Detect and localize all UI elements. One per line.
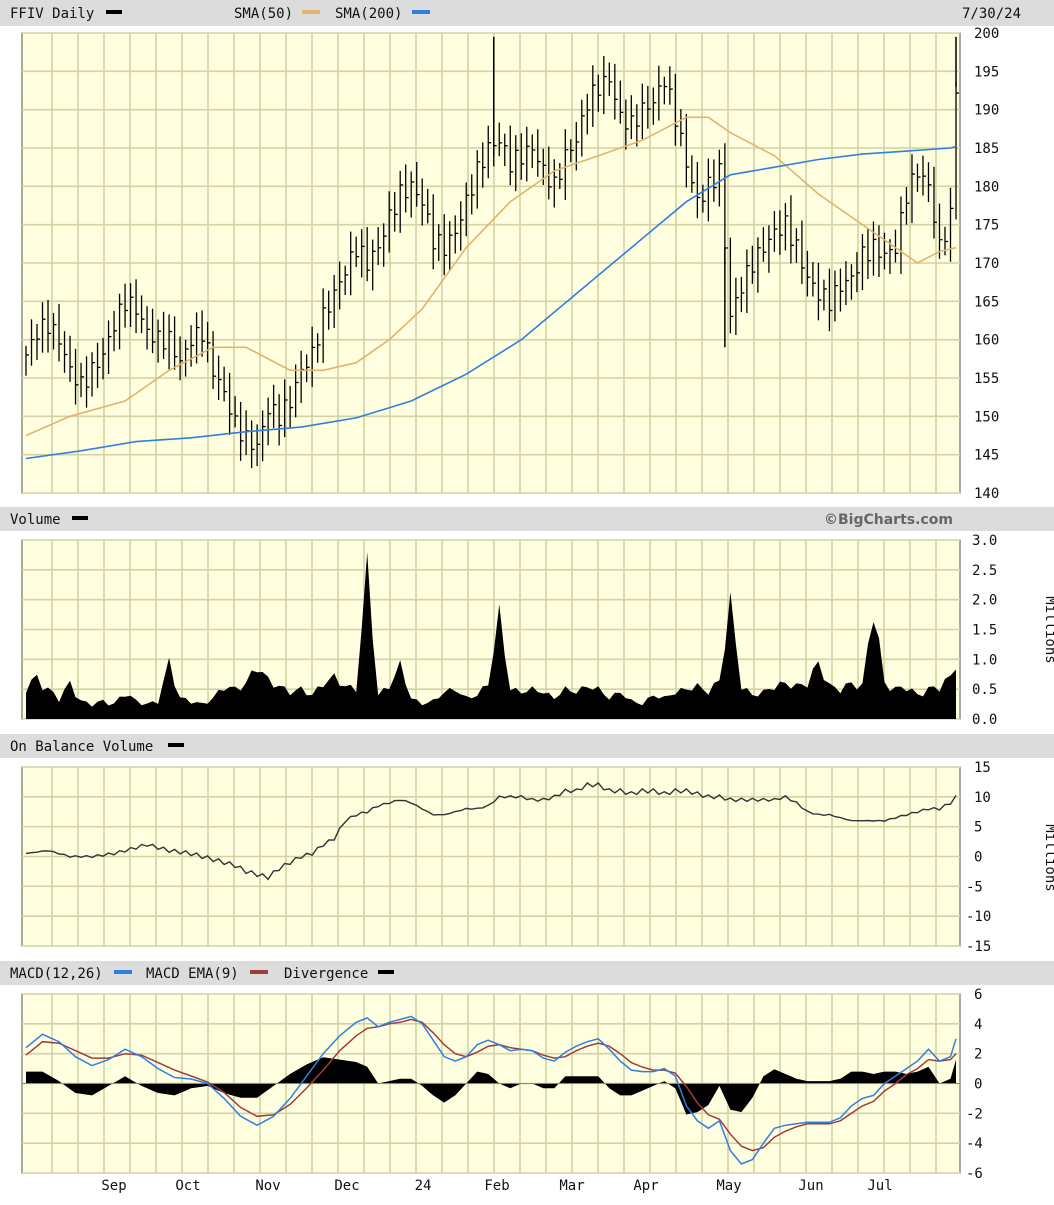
- obv-ytick-3: 0: [974, 850, 982, 866]
- volume-area: [26, 552, 956, 719]
- x-label-8: May: [716, 1178, 741, 1194]
- price-ytick-12: 200: [974, 26, 999, 42]
- price-ytick-8: 180: [974, 179, 999, 195]
- sma50-line: [25, 116, 957, 437]
- price-ytick-3: 155: [974, 371, 999, 387]
- vol-ytick-0: 0.0: [972, 712, 997, 728]
- obv-ytick-6: 15: [974, 760, 991, 776]
- price-ytick-0: 140: [974, 486, 999, 502]
- price-ytick-2: 150: [974, 409, 999, 425]
- vol-ytick-3: 1.5: [972, 623, 997, 639]
- obv-title: On Balance Volume: [10, 739, 153, 755]
- vol-ytick-2: 1.0: [972, 652, 997, 668]
- obv-unit-label: Millions: [1042, 824, 1054, 891]
- macd-ytick-3: 0: [974, 1077, 982, 1093]
- macd-ytick-5: 4: [974, 1017, 982, 1033]
- price-ytick-1: 145: [974, 448, 999, 464]
- macd-ytick-1: -4: [966, 1136, 983, 1152]
- x-label-7: Apr: [633, 1178, 658, 1194]
- obv-ytick-1: -10: [966, 909, 991, 925]
- price-ytick-4: 160: [974, 333, 999, 349]
- price-ytick-7: 175: [974, 218, 999, 234]
- price-ytick-10: 190: [974, 103, 999, 119]
- price-ytick-9: 185: [974, 141, 999, 157]
- x-label-2: Nov: [255, 1178, 280, 1194]
- price-series: [25, 36, 959, 469]
- sma200-label: SMA(200): [335, 6, 402, 22]
- x-label-4: 24: [415, 1178, 432, 1194]
- axis-labels: 1401451501551601651701751801851901952000…: [101, 26, 999, 1194]
- macd-ytick-6: 6: [974, 987, 982, 1003]
- obv-panel-header: [0, 734, 1054, 758]
- price-panel-header: [0, 0, 1054, 26]
- macd-line: [25, 1015, 957, 1165]
- macd-legend-label: MACD(12,26): [10, 966, 103, 982]
- vol-ytick-4: 2.0: [972, 593, 997, 609]
- volume-panel-header: [0, 507, 1054, 531]
- obv-ytick-5: 10: [974, 790, 991, 806]
- chart-date: 7/30/24: [962, 6, 1021, 22]
- divergence-histogram: [26, 1057, 956, 1115]
- obv-series: [25, 782, 957, 881]
- volume-title: Volume: [10, 512, 61, 528]
- copyright-label: ©BigCharts.com: [824, 512, 953, 528]
- price-ytick-11: 195: [974, 64, 999, 80]
- macd-series: [22, 1015, 960, 1165]
- price-ytick-5: 165: [974, 294, 999, 310]
- vol-ytick-5: 2.5: [972, 563, 997, 579]
- macd-panel-header: [0, 961, 1054, 985]
- volume-series: [26, 552, 956, 719]
- obv-line: [25, 782, 957, 881]
- x-label-3: Dec: [334, 1178, 359, 1194]
- x-label-10: Jul: [867, 1178, 892, 1194]
- volume-unit-label: Millions: [1042, 596, 1054, 663]
- price-ytick-6: 170: [974, 256, 999, 272]
- obv-ytick-0: -15: [966, 939, 991, 955]
- sma200-line: [25, 145, 957, 460]
- x-label-5: Feb: [484, 1178, 509, 1194]
- obv-ytick-2: -5: [966, 879, 983, 895]
- vol-ytick-6: 3.0: [972, 533, 997, 549]
- macd-ytick-2: -2: [966, 1106, 983, 1122]
- x-label-6: Mar: [559, 1178, 584, 1194]
- macd-ytick-4: 2: [974, 1047, 982, 1063]
- x-label-1: Oct: [175, 1178, 200, 1194]
- macd-ema-line: [25, 1018, 957, 1152]
- obv-ytick-4: 5: [974, 820, 982, 836]
- macd-ytick-0: -6: [966, 1166, 983, 1182]
- vol-ytick-1: 0.5: [972, 682, 997, 698]
- x-label-0: Sep: [101, 1178, 126, 1194]
- sma50-label: SMA(50): [234, 6, 293, 22]
- x-label-9: Jun: [798, 1178, 823, 1194]
- divergence-legend-label: Divergence: [284, 966, 368, 982]
- macd-ema-legend-label: MACD EMA(9): [146, 966, 239, 982]
- symbol-label: FFIV Daily: [10, 6, 94, 22]
